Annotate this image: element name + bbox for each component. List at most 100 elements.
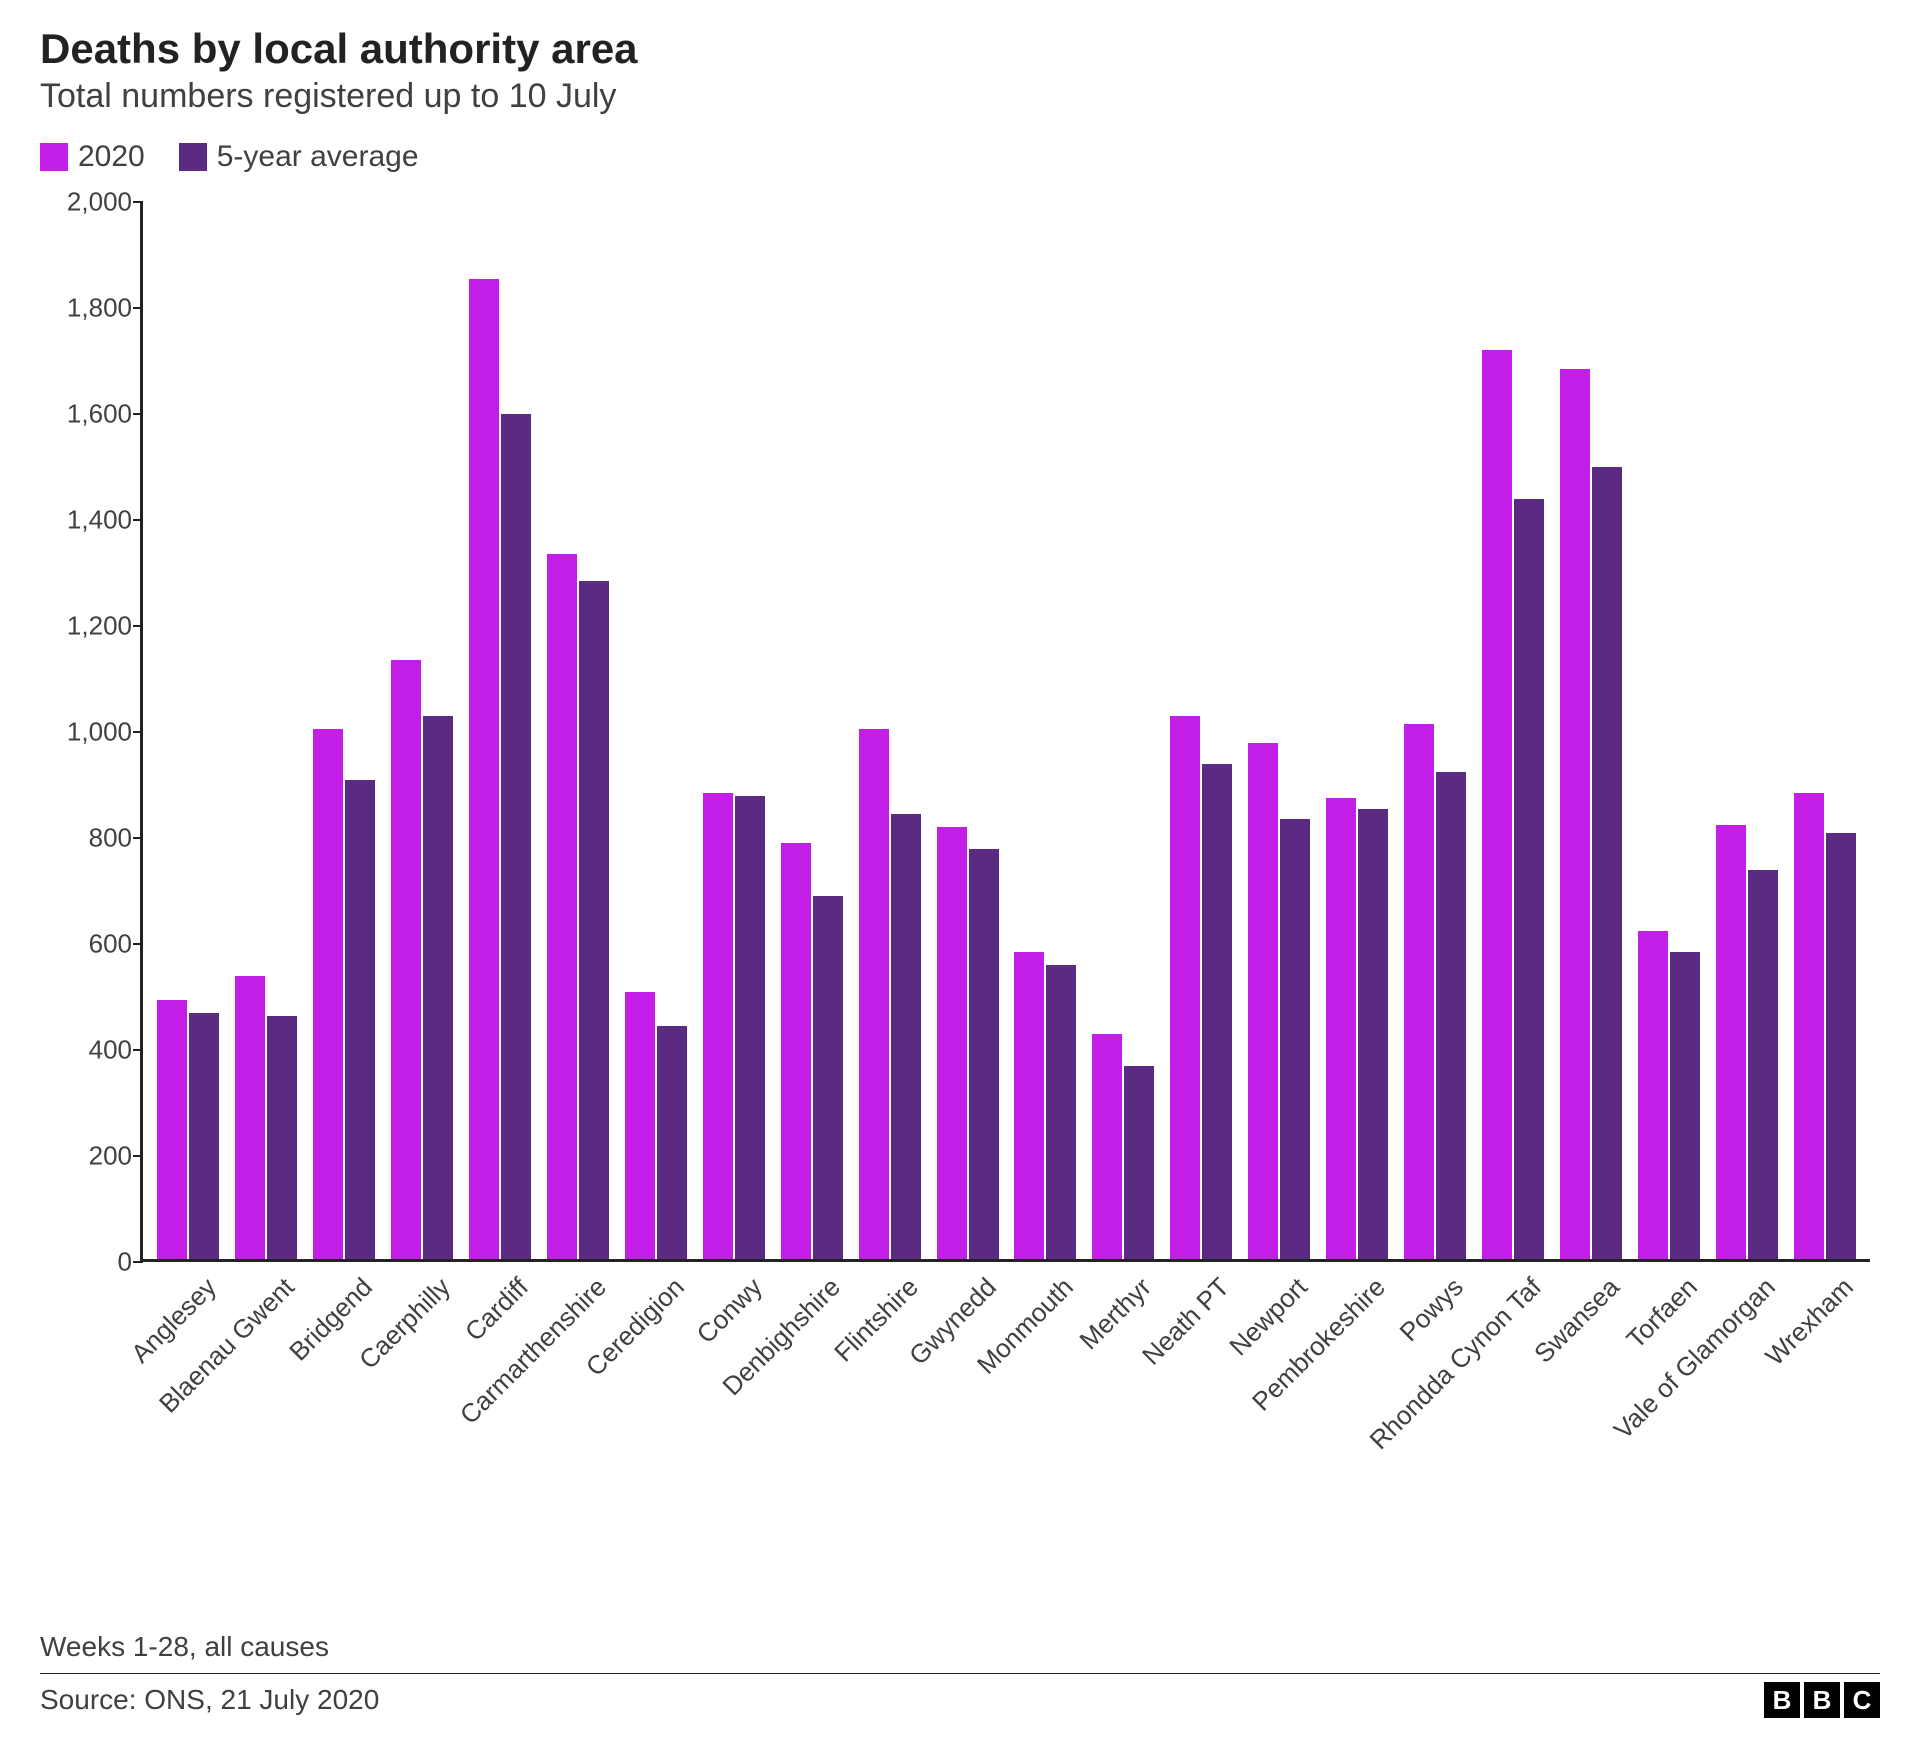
bar bbox=[657, 1026, 687, 1259]
bar bbox=[547, 554, 577, 1259]
y-tick-label: 1,800 bbox=[67, 293, 132, 324]
bbc-logo-letter: B bbox=[1764, 1682, 1800, 1718]
bar bbox=[1248, 743, 1278, 1260]
y-tick-mark bbox=[133, 307, 143, 309]
bar bbox=[891, 814, 921, 1259]
category-group: Flintshire bbox=[851, 729, 929, 1259]
chart-title: Deaths by local authority area bbox=[40, 25, 1880, 73]
bar bbox=[157, 1000, 187, 1260]
category-group: Vale of Glamorgan bbox=[1708, 825, 1786, 1260]
category-group: Monmouth bbox=[1006, 952, 1084, 1259]
category-group: Powys bbox=[1396, 724, 1474, 1259]
bar bbox=[703, 793, 733, 1259]
bar bbox=[189, 1013, 219, 1259]
bar bbox=[1436, 772, 1466, 1260]
y-tick-label: 1,600 bbox=[67, 399, 132, 430]
bar bbox=[625, 992, 655, 1260]
legend-item: 5-year average bbox=[179, 140, 419, 174]
bar bbox=[1748, 870, 1778, 1260]
chart-area: AngleseyBlaenau GwentBridgendCaerphillyC… bbox=[40, 192, 1880, 1502]
bar bbox=[735, 796, 765, 1260]
y-tick-label: 1,000 bbox=[67, 717, 132, 748]
bar bbox=[1124, 1066, 1154, 1259]
bar bbox=[1280, 819, 1310, 1259]
y-tick-mark bbox=[133, 519, 143, 521]
legend-swatch bbox=[179, 143, 207, 171]
source-text: Source: ONS, 21 July 2020 bbox=[40, 1684, 379, 1716]
bar bbox=[1358, 809, 1388, 1260]
bar bbox=[579, 581, 609, 1259]
category-group: Wrexham bbox=[1786, 793, 1864, 1259]
y-tick-mark bbox=[133, 625, 143, 627]
y-tick-mark bbox=[133, 731, 143, 733]
bar bbox=[781, 843, 811, 1259]
category-group: Newport bbox=[1240, 743, 1318, 1260]
bar bbox=[1514, 499, 1544, 1260]
y-tick-label: 1,200 bbox=[67, 611, 132, 642]
y-tick-mark bbox=[133, 943, 143, 945]
bars-container: AngleseyBlaenau GwentBridgendCaerphillyC… bbox=[143, 202, 1870, 1259]
bar bbox=[1404, 724, 1434, 1259]
bar bbox=[1826, 833, 1856, 1260]
bar bbox=[1046, 965, 1076, 1259]
y-tick-label: 0 bbox=[118, 1247, 132, 1278]
legend-label: 5-year average bbox=[217, 140, 419, 174]
y-tick-label: 200 bbox=[89, 1141, 132, 1172]
bar bbox=[469, 279, 499, 1260]
category-group: Carmarthenshire bbox=[539, 554, 617, 1259]
category-group: Conwy bbox=[695, 793, 773, 1259]
category-group: Cardiff bbox=[461, 279, 539, 1260]
bar bbox=[1670, 952, 1700, 1259]
y-tick-label: 400 bbox=[89, 1035, 132, 1066]
y-tick-label: 1,400 bbox=[67, 505, 132, 536]
bar bbox=[1202, 764, 1232, 1260]
bar bbox=[267, 1016, 297, 1260]
bar bbox=[1592, 467, 1622, 1259]
y-tick-mark bbox=[133, 1261, 143, 1263]
y-tick-mark bbox=[133, 1155, 143, 1157]
category-group: Swansea bbox=[1552, 369, 1630, 1259]
category-group: Bridgend bbox=[305, 729, 383, 1259]
y-tick-label: 600 bbox=[89, 929, 132, 960]
category-group: Denbighshire bbox=[773, 843, 851, 1259]
category-group: Ceredigion bbox=[617, 992, 695, 1260]
y-tick-label: 2,000 bbox=[67, 187, 132, 218]
legend-swatch bbox=[40, 143, 68, 171]
bar bbox=[313, 729, 343, 1259]
category-group: Anglesey bbox=[149, 1000, 227, 1260]
bar bbox=[345, 780, 375, 1260]
bar bbox=[235, 976, 265, 1260]
bar bbox=[391, 660, 421, 1259]
legend-item: 2020 bbox=[40, 140, 145, 174]
category-group: Rhondda Cynon Taf bbox=[1474, 350, 1552, 1259]
bar bbox=[969, 849, 999, 1260]
category-group: Caerphilly bbox=[383, 660, 461, 1259]
bar bbox=[937, 827, 967, 1259]
bar bbox=[423, 716, 453, 1259]
category-group: Pembrokeshire bbox=[1318, 798, 1396, 1259]
bar bbox=[501, 414, 531, 1259]
category-group: Merthyr bbox=[1084, 1034, 1162, 1259]
bar bbox=[1794, 793, 1824, 1259]
bar bbox=[1014, 952, 1044, 1259]
bar bbox=[1326, 798, 1356, 1259]
y-tick-mark bbox=[133, 1049, 143, 1051]
bar bbox=[1638, 931, 1668, 1260]
bar bbox=[1716, 825, 1746, 1260]
y-tick-mark bbox=[133, 413, 143, 415]
bbc-logo-letter: C bbox=[1844, 1682, 1880, 1718]
y-tick-label: 800 bbox=[89, 823, 132, 854]
bar bbox=[1482, 350, 1512, 1259]
bbc-logo: BBC bbox=[1764, 1682, 1880, 1718]
bar bbox=[813, 896, 843, 1259]
bar bbox=[1560, 369, 1590, 1259]
legend-label: 2020 bbox=[78, 140, 145, 174]
legend: 2020 5-year average bbox=[40, 140, 1880, 174]
category-group: Gwynedd bbox=[929, 827, 1007, 1259]
bar bbox=[859, 729, 889, 1259]
chart-subtitle: Total numbers registered up to 10 July bbox=[40, 77, 1880, 116]
y-tick-mark bbox=[133, 837, 143, 839]
bbc-logo-letter: B bbox=[1804, 1682, 1840, 1718]
footnote: Weeks 1-28, all causes bbox=[40, 1631, 1880, 1674]
bar bbox=[1170, 716, 1200, 1259]
